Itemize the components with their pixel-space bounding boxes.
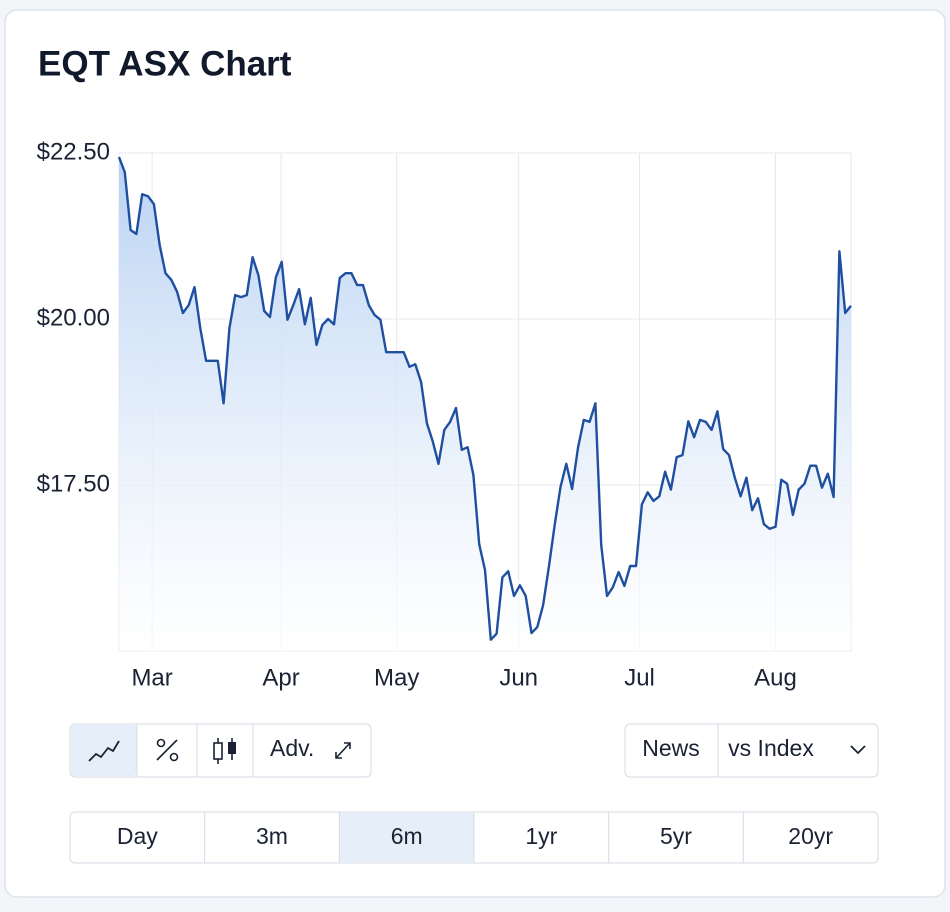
adv-button[interactable]: Adv. <box>270 735 314 761</box>
card <box>4 9 946 898</box>
area <box>119 157 851 651</box>
options-group: News vs Index <box>624 723 879 778</box>
range-button[interactable]: 20yr <box>788 823 833 849</box>
y-tick-label: $17.50 <box>37 470 110 497</box>
candle-button[interactable] <box>213 738 236 764</box>
range-group: Day 3m 6m 1yr 5yr 20yr <box>69 811 879 864</box>
option-button[interactable]: News <box>642 735 700 761</box>
group-frame <box>624 723 879 778</box>
y-tick-label: $22.50 <box>37 138 110 165</box>
range-button[interactable]: Day <box>117 823 158 849</box>
x-tick-label: May <box>374 664 419 691</box>
range-button[interactable]: 5yr <box>660 823 692 849</box>
range-active-bg <box>339 813 474 862</box>
x-tick-label: Aug <box>754 664 797 691</box>
chart-title: EQT ASX Chart <box>38 44 292 83</box>
x-tick-label: Mar <box>131 664 172 691</box>
x-tick-label: Apr <box>262 664 299 691</box>
expand-icon <box>335 742 351 759</box>
x-tick-label: Jun <box>499 664 538 691</box>
range-button[interactable]: 6m <box>391 823 423 849</box>
chevron-icon <box>850 745 866 755</box>
percent-button[interactable] <box>156 738 179 762</box>
price-line <box>117 156 852 641</box>
x-tick-label: Jul <box>624 664 655 691</box>
range-button[interactable]: 3m <box>256 823 288 849</box>
chart-type-group: Adv. <box>69 723 372 778</box>
range-button[interactable]: 1yr <box>525 823 557 849</box>
line-icon <box>88 740 120 762</box>
line-button[interactable] <box>71 725 137 776</box>
y-tick-label: $20.00 <box>37 304 110 331</box>
option-button[interactable]: vs Index <box>728 735 814 761</box>
